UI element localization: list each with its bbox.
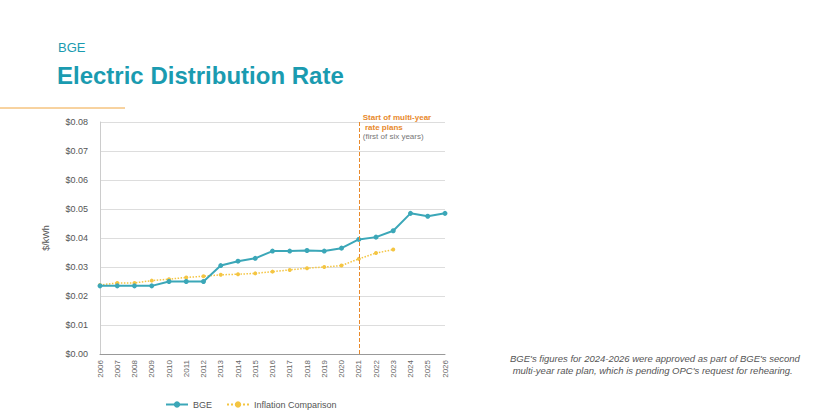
svg-text:$/kWh: $/kWh xyxy=(41,225,51,251)
svg-text:2023: 2023 xyxy=(389,359,398,377)
svg-text:rate plans: rate plans xyxy=(363,123,404,132)
svg-text:$0.08: $0.08 xyxy=(65,117,88,127)
svg-text:2025: 2025 xyxy=(423,359,432,377)
svg-text:Inflation Comparison: Inflation Comparison xyxy=(254,400,337,410)
svg-text:2012: 2012 xyxy=(199,359,208,377)
svg-text:2009: 2009 xyxy=(147,359,156,377)
svg-text:2010: 2010 xyxy=(165,359,174,377)
svg-text:$0.02: $0.02 xyxy=(65,291,88,301)
svg-text:2014: 2014 xyxy=(234,359,243,377)
svg-text:2008: 2008 xyxy=(130,359,139,377)
svg-text:2006: 2006 xyxy=(96,359,105,377)
svg-text:2017: 2017 xyxy=(285,359,294,377)
svg-text:$0.07: $0.07 xyxy=(65,146,88,156)
svg-text:2007: 2007 xyxy=(113,359,122,377)
svg-text:$0.05: $0.05 xyxy=(65,204,88,214)
svg-text:2021: 2021 xyxy=(354,359,363,377)
svg-text:Start of multi-year: Start of multi-year xyxy=(363,113,431,122)
svg-text:2011: 2011 xyxy=(182,359,191,377)
svg-text:2024: 2024 xyxy=(406,359,415,377)
svg-text:$0.06: $0.06 xyxy=(65,175,88,185)
svg-text:$0.00: $0.00 xyxy=(65,349,88,359)
svg-text:$0.01: $0.01 xyxy=(65,320,88,330)
svg-text:2018: 2018 xyxy=(303,359,312,377)
svg-text:multi-year rate plan, which is: multi-year rate plan, which is pending O… xyxy=(510,365,793,376)
svg-text:BGE's figures for 2024-2026 we: BGE's figures for 2024-2026 were approve… xyxy=(510,353,801,364)
svg-text:BGE: BGE xyxy=(58,40,86,55)
svg-text:$0.03: $0.03 xyxy=(65,262,88,272)
svg-text:2013: 2013 xyxy=(216,359,225,377)
svg-text:(first of six years): (first of six years) xyxy=(363,132,424,141)
svg-text:2016: 2016 xyxy=(268,359,277,377)
svg-text:$0.04: $0.04 xyxy=(65,233,88,243)
svg-text:2026: 2026 xyxy=(441,359,450,377)
svg-text:BGE: BGE xyxy=(193,400,212,410)
svg-text:2015: 2015 xyxy=(251,359,260,377)
svg-text:2020: 2020 xyxy=(337,359,346,377)
svg-text:Electric Distribution Rate: Electric Distribution Rate xyxy=(57,62,344,89)
svg-text:2019: 2019 xyxy=(320,359,329,377)
svg-text:2022: 2022 xyxy=(372,359,381,377)
